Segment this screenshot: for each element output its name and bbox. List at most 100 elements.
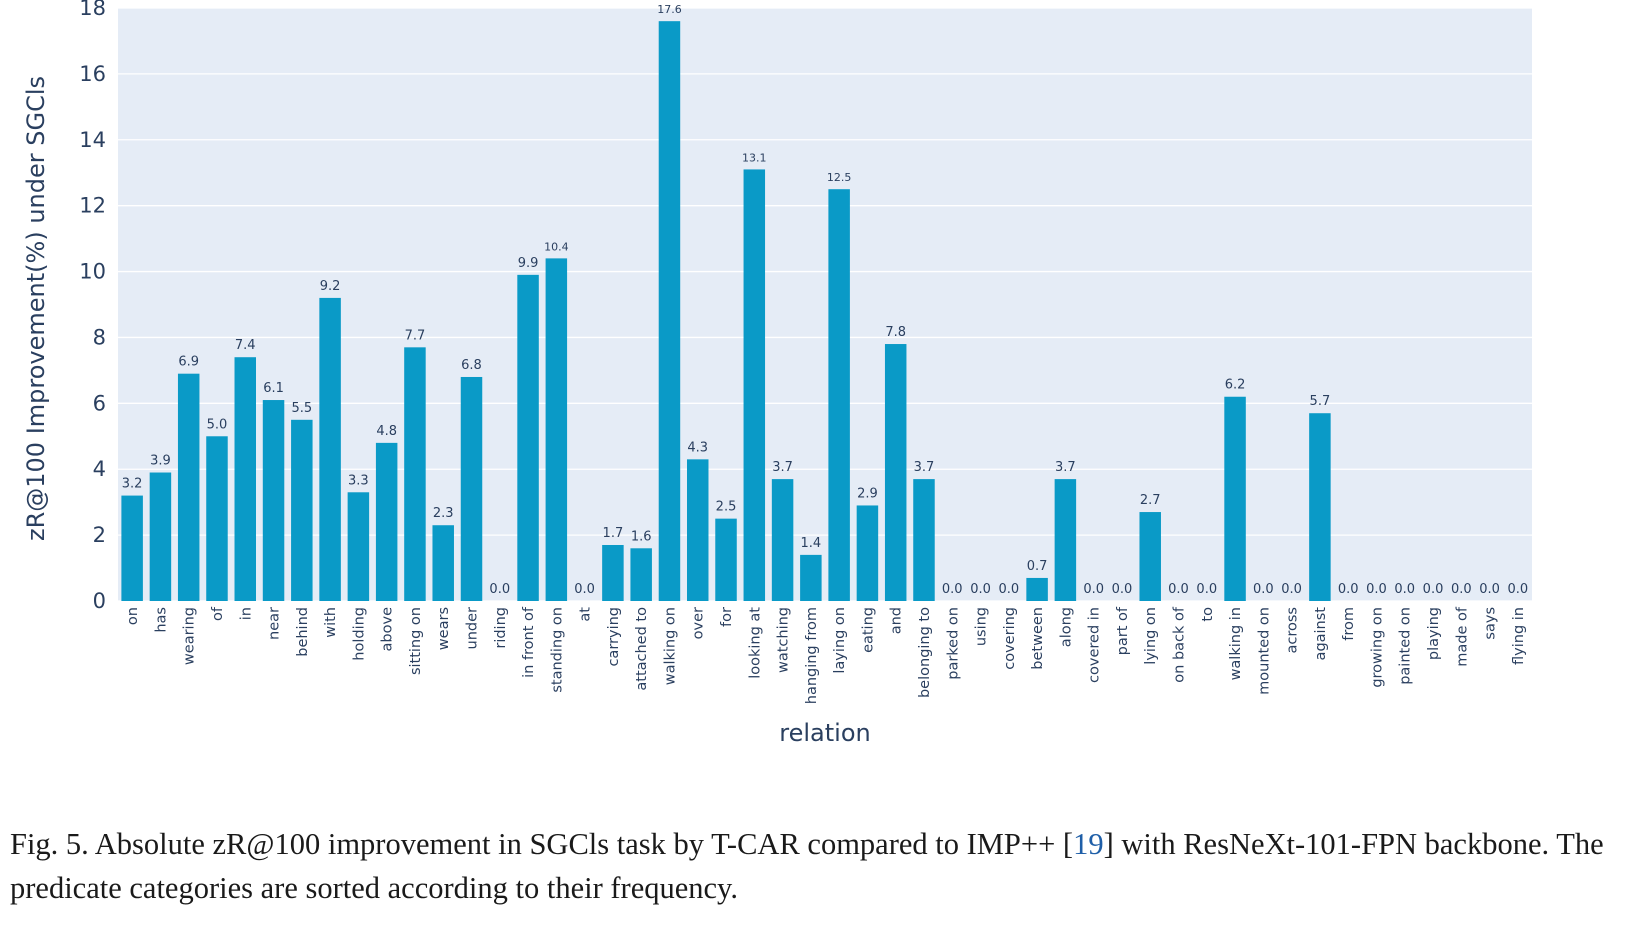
data-label: 3.3 <box>348 473 369 488</box>
bar <box>262 400 285 601</box>
data-label: 9.9 <box>518 256 539 271</box>
data-label: 0.0 <box>1168 582 1189 597</box>
x-tick-label: belonging to <box>917 607 933 698</box>
y-tick-label: 2 <box>93 523 106 547</box>
data-label: 0.0 <box>1394 582 1415 597</box>
bars <box>121 21 1331 601</box>
x-tick-label: riding <box>493 607 509 649</box>
x-tick-label: along <box>1058 607 1074 647</box>
x-tick-label: in <box>238 607 254 620</box>
bar <box>1309 413 1331 601</box>
x-tick-label: looking at <box>747 607 763 679</box>
x-tick-label: has <box>153 607 169 633</box>
data-label: 0.0 <box>489 582 510 597</box>
citation-link[interactable]: 19 <box>1073 827 1104 861</box>
bar-chart: 3.2 3.9 6.9 5.0 7.4 6.1 5.5 9.2 3.3 4.8 7.7 2.3 6.8 0… <box>22 0 1532 747</box>
bar <box>800 554 822 601</box>
bar <box>291 419 313 601</box>
bar <box>460 376 483 601</box>
data-label: 0.0 <box>1083 582 1104 597</box>
data-label: 6.8 <box>461 358 482 373</box>
x-tick-label: near <box>267 607 283 640</box>
bar <box>913 479 935 601</box>
x-tick-label: watching <box>776 607 792 673</box>
data-label: 0.0 <box>1479 582 1500 597</box>
x-tick-label: carrying <box>606 607 622 667</box>
y-tick-label: 12 <box>79 194 106 218</box>
data-label: 7.7 <box>405 328 426 343</box>
data-label: 1.4 <box>801 536 822 551</box>
y-tick-label: 10 <box>79 260 106 284</box>
bar <box>884 344 907 601</box>
data-label: 0.0 <box>970 582 991 597</box>
bar <box>602 544 624 601</box>
data-label: 1.7 <box>603 526 624 541</box>
x-tick-label: on back of <box>1172 606 1188 683</box>
x-tick-label: standing on <box>549 607 565 693</box>
data-label: 7.4 <box>235 338 256 353</box>
x-tick-label: to <box>1200 607 1216 622</box>
data-label: 2.9 <box>857 486 878 501</box>
x-tick-label: walking in <box>1228 607 1244 680</box>
data-label: 7.8 <box>885 325 906 340</box>
bar <box>1026 577 1048 601</box>
data-label: 3.7 <box>914 460 935 475</box>
x-tick-label: mounted on <box>1256 607 1272 695</box>
x-tick-label: holding <box>351 607 367 661</box>
data-label: 0.0 <box>1451 582 1472 597</box>
x-tick-label: attached to <box>634 607 650 691</box>
bar <box>545 258 568 601</box>
data-label: 4.3 <box>687 440 708 455</box>
bar <box>375 442 398 601</box>
bar <box>234 357 257 601</box>
x-tick-label: laying on <box>832 607 848 674</box>
x-tick-label: over <box>691 607 707 639</box>
x-tick-label: using <box>974 607 990 646</box>
bar <box>404 347 426 601</box>
data-label: 13.1 <box>742 151 767 164</box>
x-tick-labels: on has wearing of in near behind with holding abo… <box>125 606 1527 704</box>
bar <box>432 525 454 601</box>
data-label: 17.6 <box>657 3 682 16</box>
data-label: 2.5 <box>716 500 737 515</box>
data-label: 3.9 <box>150 454 171 469</box>
data-label: 3.7 <box>1055 460 1076 475</box>
data-label: 0.0 <box>574 582 595 597</box>
data-labels: 3.2 3.9 6.9 5.0 7.4 6.1 5.5 9.2 3.3 4.8 7.7 2.3 6.8 0… <box>122 3 1528 597</box>
bar <box>177 373 200 601</box>
bar <box>121 495 143 601</box>
data-label: 0.0 <box>1338 582 1359 597</box>
x-tick-label: and <box>889 607 905 634</box>
x-axis-title: relation <box>779 719 870 747</box>
bar <box>149 472 172 601</box>
x-tick-label: lying on <box>1143 607 1159 665</box>
y-tick-label: 14 <box>79 128 106 152</box>
data-label: 0.0 <box>1423 582 1444 597</box>
data-label: 9.2 <box>320 279 341 294</box>
chart-svg: 3.2 3.9 6.9 5.0 7.4 6.1 5.5 9.2 3.3 4.8 7.7 2.3 6.8 0… <box>22 0 1532 747</box>
data-label: 0.7 <box>1027 559 1048 574</box>
x-tick-label: in front of <box>521 606 537 678</box>
x-tick-label: from <box>1341 607 1357 641</box>
x-tick-label: walking on <box>662 607 678 685</box>
bar <box>206 436 228 601</box>
bar <box>319 297 341 601</box>
x-tick-label: playing <box>1426 607 1442 660</box>
x-tick-label: sitting on <box>408 607 424 675</box>
bar <box>658 21 681 601</box>
data-label: 6.9 <box>178 355 199 370</box>
x-tick-label: says <box>1483 607 1499 640</box>
x-tick-label: parked on <box>945 607 961 680</box>
data-label: 4.8 <box>376 424 397 439</box>
x-tick-label: covered in <box>1087 607 1103 683</box>
y-tick-label: 4 <box>93 457 106 481</box>
bar <box>1224 396 1246 601</box>
data-label: 1.6 <box>631 529 652 544</box>
data-label: 5.5 <box>291 401 312 416</box>
x-tick-label: eating <box>860 607 876 653</box>
data-label: 2.3 <box>433 506 454 521</box>
bar <box>686 459 709 601</box>
data-label: 3.2 <box>122 477 143 492</box>
x-tick-label: with <box>323 607 339 638</box>
bar <box>743 169 766 601</box>
